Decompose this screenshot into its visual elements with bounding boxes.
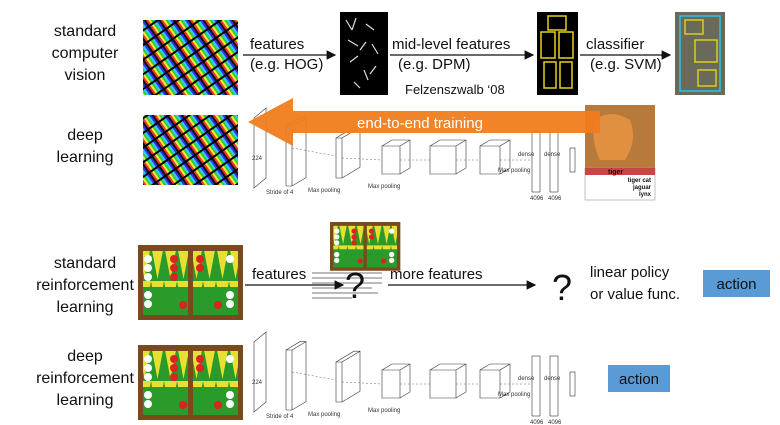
- end-to-end-arrow: [248, 98, 600, 146]
- board-image: [138, 245, 243, 320]
- net-label: 224: [252, 156, 263, 162]
- arrow-label: end-to-end training: [357, 115, 483, 132]
- detections: [679, 15, 721, 92]
- net-label: 4096: [548, 420, 562, 425]
- step: mid-level features: [392, 36, 510, 53]
- label: vision: [65, 67, 106, 84]
- net-label: dense: [518, 152, 535, 158]
- step: classifier: [586, 36, 644, 53]
- citation: Felzenszwalb ‘08: [405, 82, 505, 97]
- connections: [291, 371, 532, 385]
- step: more features: [390, 266, 483, 283]
- net-label: Max pooling: [498, 168, 530, 174]
- dense-layer: [531, 355, 541, 417]
- output-layer: [569, 147, 576, 173]
- input-slab: [253, 331, 267, 413]
- net-label: dense: [544, 152, 561, 158]
- connections: [291, 147, 532, 161]
- board-image: [138, 345, 243, 420]
- input-image: [143, 115, 238, 185]
- label: computer: [52, 45, 119, 62]
- top-class-bar: [585, 168, 655, 175]
- net-label: Max pooling: [308, 412, 340, 418]
- net-label: Max pooling: [308, 188, 340, 194]
- net-label: Max pooling: [368, 184, 400, 190]
- step: features: [252, 266, 306, 283]
- net-label: 4096: [548, 196, 562, 202]
- action: action: [619, 371, 659, 388]
- dense-layer: [549, 355, 559, 417]
- label: reinforcement: [36, 277, 134, 294]
- label: deep: [67, 127, 103, 144]
- class: tiger: [608, 169, 623, 176]
- label: deep: [67, 348, 103, 365]
- action-box: [703, 270, 770, 297]
- tiger-face: [593, 114, 634, 160]
- action-box: [608, 365, 670, 392]
- input-image: [143, 20, 238, 95]
- label: learning: [57, 149, 114, 166]
- action: action: [716, 276, 756, 293]
- class: jaguar: [632, 185, 652, 191]
- step: (e.g. HOG): [250, 56, 323, 73]
- step: linear policy: [590, 264, 670, 281]
- net-label: 4096: [530, 420, 544, 425]
- step: features: [250, 36, 304, 53]
- layer: [381, 139, 411, 175]
- dpm-parts: [540, 15, 574, 89]
- class: lynx: [639, 192, 652, 198]
- layer: [381, 363, 411, 399]
- step: or value func.: [590, 286, 680, 303]
- layer: [335, 126, 361, 179]
- unknown: ?: [552, 267, 572, 308]
- net-label: Stride of 4: [266, 414, 294, 420]
- net-label: Max pooling: [498, 392, 530, 398]
- label: standard: [54, 23, 116, 40]
- dense-layer: [549, 131, 559, 193]
- label: reinforcement: [36, 370, 134, 387]
- board-thumbnail: [330, 222, 401, 271]
- class: tiger cat: [628, 178, 651, 184]
- dense-layer: [531, 131, 541, 193]
- net-label: dense: [544, 376, 561, 382]
- label: learning: [57, 299, 114, 316]
- hog-strokes: [345, 17, 379, 89]
- layer: [429, 139, 467, 175]
- step: (e.g. SVM): [590, 56, 662, 73]
- layer: [285, 341, 307, 411]
- net-label: 4096: [530, 196, 544, 202]
- layer: [429, 363, 467, 399]
- unknown: ?: [345, 265, 365, 306]
- output-layer: [569, 371, 576, 397]
- layer: [479, 139, 511, 175]
- net-label: 224: [252, 380, 263, 386]
- layer: [479, 363, 511, 399]
- network: 224 Stride of 4 Max pooling Max pooling Max …: [252, 331, 576, 425]
- step: (e.g. DPM): [398, 56, 471, 73]
- label: standard: [54, 255, 116, 272]
- net-label: Stride of 4: [266, 190, 294, 196]
- net-label: dense: [518, 376, 535, 382]
- hog-image: [340, 12, 388, 95]
- row-label: standard computer vision deep learning s…: [36, 23, 134, 409]
- layer: [335, 350, 361, 403]
- net-label: Max pooling: [368, 408, 400, 414]
- label: learning: [57, 392, 114, 409]
